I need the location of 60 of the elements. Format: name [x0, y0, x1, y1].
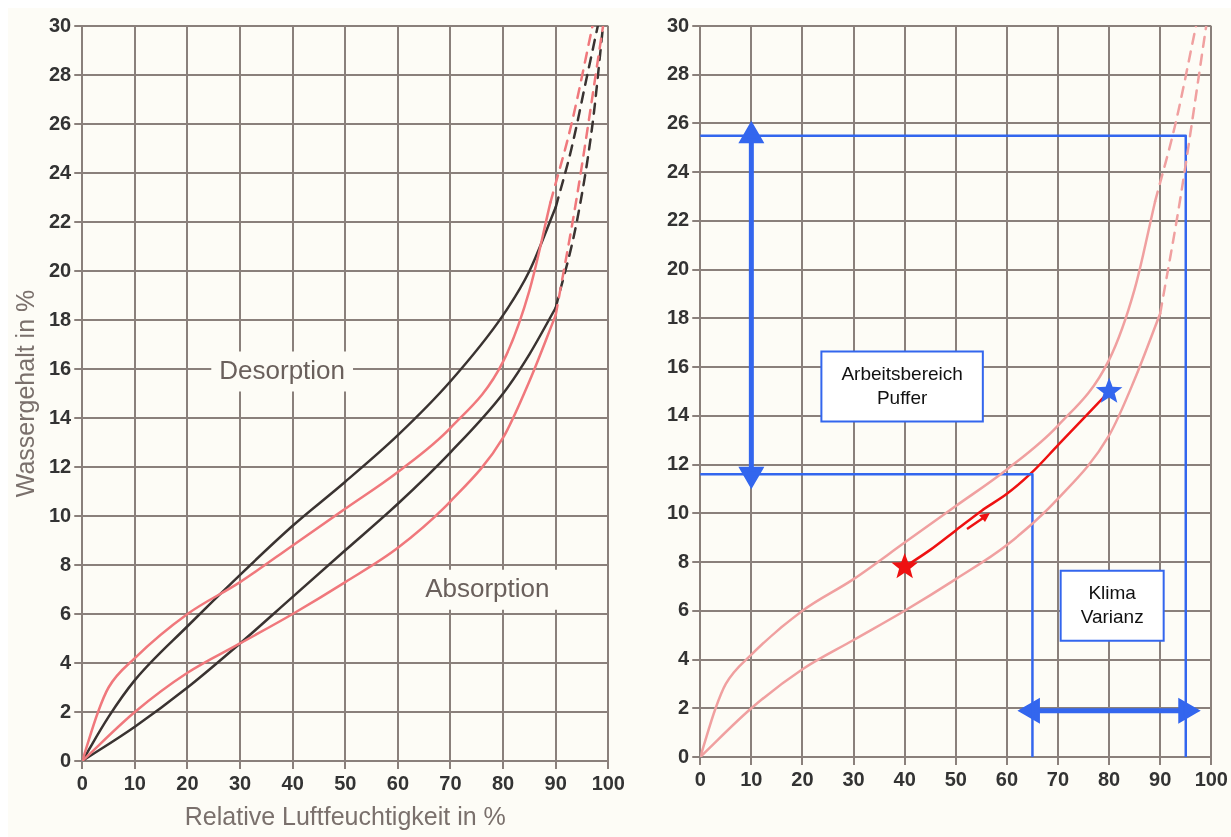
y-tick-label: 30	[667, 13, 690, 36]
y-tick-label: 20	[49, 258, 72, 281]
y-tick-label: 2	[678, 695, 690, 718]
y-tick-label: 8	[678, 549, 690, 572]
y-tick-label: 26	[667, 110, 690, 133]
x-axis-title: Relative Luftfeuchtigkeit in %	[184, 801, 506, 830]
y-axis-title: Wassergehalt in %	[10, 289, 39, 498]
y-tick-label: 30	[49, 13, 72, 36]
y-tick-label: 12	[49, 454, 72, 477]
x-tick-label: 30	[842, 767, 865, 790]
y-tick-label: 24	[49, 160, 73, 183]
x-tick-label: 40	[281, 771, 304, 794]
y-tick-label: 8	[60, 552, 72, 575]
y-tick-label: 20	[667, 257, 690, 280]
y-tick-label: 4	[60, 650, 73, 673]
y-tick-label: 26	[49, 111, 72, 134]
x-tick-label: 0	[694, 767, 706, 790]
x-tick-label: 10	[740, 767, 763, 790]
y-tick-label: 0	[678, 744, 690, 767]
x-tick-label: 20	[176, 771, 199, 794]
x-tick-label: 80	[1097, 767, 1121, 790]
y-tick-label: 16	[667, 354, 690, 377]
x-tick-label: 90	[544, 771, 567, 794]
y-tick-label: 0	[60, 748, 72, 771]
y-tick-label: 14	[49, 405, 73, 428]
x-tick-label: 10	[123, 771, 146, 794]
x-tick-label: 70	[1046, 767, 1070, 790]
y-tick-label: 18	[667, 305, 690, 328]
y-tick-label: 14	[667, 403, 691, 426]
y-tick-label: 24	[667, 159, 691, 182]
y-tick-label: 6	[60, 601, 72, 624]
y-tick-label: 10	[667, 500, 690, 523]
x-tick-label: 100	[591, 771, 625, 794]
annotation: Absorption	[425, 572, 550, 603]
x-tick-label: 30	[228, 771, 252, 794]
y-tick-label: 4	[678, 647, 691, 670]
x-tick-label: 60	[386, 771, 410, 794]
annotation: Desorption	[219, 354, 346, 385]
x-tick-label: 0	[76, 771, 88, 794]
x-tick-label: 90	[1149, 767, 1172, 790]
y-tick-label: 18	[49, 307, 72, 330]
annotation: Klima Varianz	[1080, 581, 1144, 627]
x-tick-label: 20	[791, 767, 814, 790]
x-tick-label: 50	[334, 771, 357, 794]
y-tick-label: 22	[49, 209, 72, 232]
y-tick-label: 28	[667, 62, 690, 85]
y-tick-label: 22	[667, 208, 690, 231]
annotation: Arbeitsbereich Puffer	[841, 362, 963, 408]
y-tick-label: 28	[49, 62, 72, 85]
y-tick-label: 16	[49, 356, 72, 379]
x-tick-label: 100	[1194, 767, 1228, 790]
y-tick-label: 2	[60, 699, 72, 722]
x-tick-label: 40	[893, 767, 916, 790]
y-tick-label: 10	[49, 503, 72, 526]
x-tick-label: 50	[944, 767, 967, 790]
y-tick-label: 12	[667, 452, 690, 475]
x-tick-label: 80	[491, 771, 515, 794]
x-tick-label: 70	[439, 771, 462, 794]
x-tick-label: 60	[995, 767, 1019, 790]
y-tick-label: 6	[678, 598, 690, 621]
